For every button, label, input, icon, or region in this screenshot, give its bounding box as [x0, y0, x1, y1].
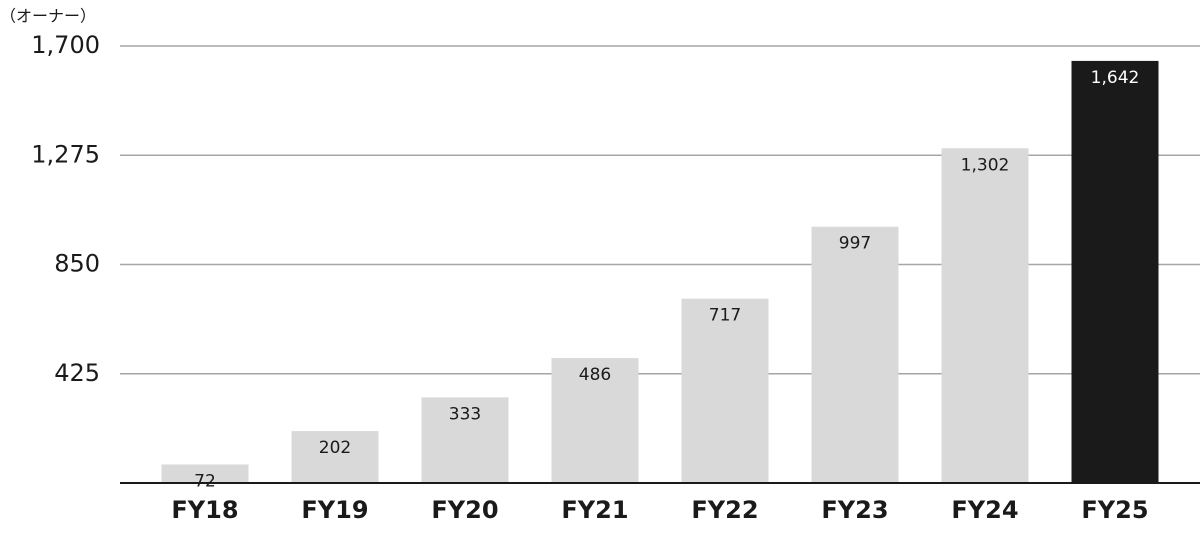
value-label: 1,302: [961, 155, 1010, 175]
bar: [1071, 60, 1159, 483]
bar: [551, 358, 639, 483]
bar: [681, 298, 769, 483]
x-tick-label: FY25: [1081, 496, 1148, 524]
y-tick-label: 850: [54, 250, 100, 278]
y-axis-label: （オーナー）: [0, 7, 96, 26]
x-tick-label: FY24: [951, 496, 1018, 524]
x-tick-label: FY19: [301, 496, 368, 524]
y-tick-label: 1,275: [31, 140, 100, 168]
value-label: 717: [709, 306, 741, 326]
bar: [291, 431, 379, 483]
value-label: 486: [579, 365, 611, 385]
y-tick-label: 425: [54, 359, 100, 387]
bar: [421, 397, 509, 483]
value-label: 72: [194, 471, 216, 491]
x-tick-label: FY21: [561, 496, 628, 524]
y-tick-label: 1,700: [31, 31, 100, 59]
x-tick-label: FY20: [431, 496, 498, 524]
value-label: 997: [839, 234, 871, 254]
bar: [941, 148, 1029, 483]
value-label: 1,642: [1091, 68, 1140, 88]
value-label: 333: [449, 404, 481, 424]
x-tick-label: FY22: [691, 496, 758, 524]
bar: [161, 464, 249, 483]
x-tick-label: FY23: [821, 496, 888, 524]
x-tick-label: FY18: [171, 496, 238, 524]
bar: [811, 226, 899, 484]
value-label: 202: [319, 438, 351, 458]
